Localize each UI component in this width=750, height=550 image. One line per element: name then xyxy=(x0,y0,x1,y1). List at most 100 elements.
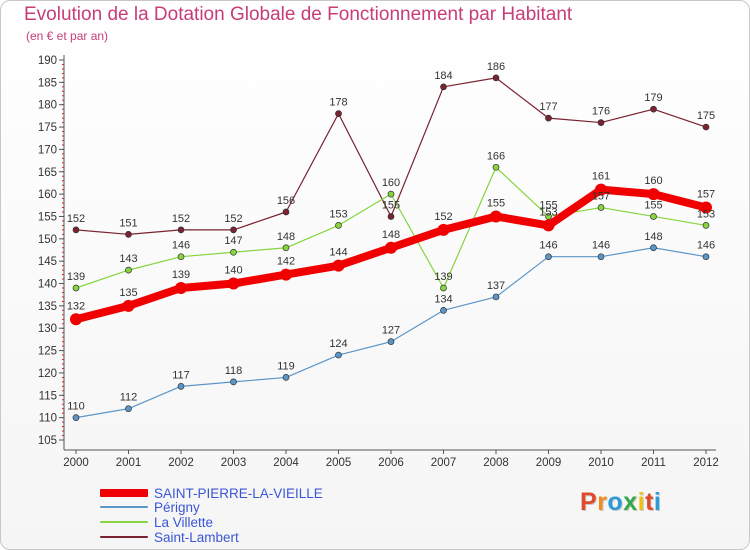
y-tick-label: 135 xyxy=(38,301,57,313)
data-label: 137 xyxy=(487,280,505,292)
x-tick-label: 2005 xyxy=(326,457,352,469)
x-tick-label: 2002 xyxy=(168,457,194,469)
legend-item-saint-pierre-la-vieille[interactable]: SAINT-PIERRE-LA-VIEILLE xyxy=(100,485,400,501)
logo-letter: i xyxy=(637,488,646,516)
y-tick-label: 160 xyxy=(38,189,57,201)
data-label: 153 xyxy=(329,208,347,220)
data-label: 124 xyxy=(329,338,347,350)
chart-subtitle: (en € et par an) xyxy=(26,29,109,43)
y-tick-label: 105 xyxy=(38,435,57,447)
series-perigny xyxy=(72,244,710,421)
legend-label: Saint-Lambert xyxy=(154,529,239,545)
proxiti-logo: Proxiti xyxy=(580,488,661,517)
data-label: 112 xyxy=(120,392,138,404)
data-label: 153 xyxy=(697,208,715,220)
data-label: 119 xyxy=(277,360,295,372)
data-label: 146 xyxy=(539,240,557,252)
legend-item-la-villette[interactable]: La Villette xyxy=(100,514,400,530)
data-point xyxy=(650,244,657,252)
data-label: 134 xyxy=(434,293,452,305)
x-tick-label: 2009 xyxy=(536,457,562,469)
data-point xyxy=(335,351,342,359)
data-label: 155 xyxy=(487,197,505,209)
data-point xyxy=(125,405,132,413)
data-point xyxy=(650,105,657,113)
y-tick-label: 125 xyxy=(38,346,57,358)
data-label: 152 xyxy=(434,211,452,223)
y-tick-label: 155 xyxy=(38,211,57,223)
logo-letter: P xyxy=(580,488,598,516)
legend-swatch xyxy=(100,506,148,508)
data-label: 146 xyxy=(172,240,190,252)
data-label: 166 xyxy=(487,150,505,162)
data-point xyxy=(492,293,500,301)
data-point xyxy=(70,313,82,326)
data-point xyxy=(177,226,185,234)
data-label: 153 xyxy=(539,206,557,218)
data-label: 151 xyxy=(119,217,137,229)
data-label: 161 xyxy=(592,171,610,183)
y-tick-label: 180 xyxy=(38,100,57,112)
y-tick-label: 110 xyxy=(39,413,57,425)
data-label: 139 xyxy=(172,269,190,281)
data-label: 186 xyxy=(487,61,505,73)
legend-item-saint-lambert[interactable]: Saint-Lambert xyxy=(100,529,400,545)
data-label: 117 xyxy=(172,369,190,381)
y-tick-label: 175 xyxy=(38,122,57,134)
data-label: 160 xyxy=(382,177,400,189)
series-saint-lambert xyxy=(72,74,710,238)
legend-swatch xyxy=(100,536,148,538)
data-label: 148 xyxy=(382,229,400,241)
data-point xyxy=(387,338,395,345)
data-point xyxy=(282,244,290,252)
data-point xyxy=(125,266,132,274)
data-label: 148 xyxy=(277,231,295,243)
data-point xyxy=(227,277,240,290)
data-label: 118 xyxy=(225,365,243,377)
logo-letter: r xyxy=(597,488,608,516)
data-label: 140 xyxy=(224,265,242,277)
series-saint-pierre-la-vieille xyxy=(70,183,712,326)
chart-title: Evolution de la Dotation Globale de Fonc… xyxy=(24,4,573,25)
data-point xyxy=(597,204,605,211)
x-tick-label: 2000 xyxy=(63,457,89,469)
data-label: 132 xyxy=(67,300,85,312)
data-label: 144 xyxy=(329,247,347,259)
data-point xyxy=(72,226,80,234)
data-label: 142 xyxy=(277,256,295,268)
y-tick-label: 130 xyxy=(38,323,57,335)
data-point xyxy=(702,222,710,229)
data-label: 146 xyxy=(592,240,610,252)
data-point xyxy=(230,248,237,256)
data-point xyxy=(387,190,395,198)
x-tick-label: 2012 xyxy=(693,457,719,469)
legend-swatch xyxy=(100,521,148,523)
data-point xyxy=(177,383,185,390)
legend-item-perigny[interactable]: Périgny xyxy=(100,499,400,515)
data-point xyxy=(545,253,552,261)
data-point xyxy=(385,241,397,254)
data-label: 147 xyxy=(224,235,242,247)
data-point xyxy=(597,253,605,261)
data-label: 160 xyxy=(644,175,662,187)
data-label: 148 xyxy=(644,231,662,243)
data-point xyxy=(335,110,342,117)
data-point xyxy=(280,268,292,281)
x-tick-label: 2001 xyxy=(116,457,142,469)
data-label: 155 xyxy=(382,199,400,211)
data-point xyxy=(282,374,290,381)
data-point xyxy=(335,222,342,229)
data-label: 155 xyxy=(539,199,557,211)
legend-label: Périgny xyxy=(154,499,200,515)
data-label: 184 xyxy=(434,70,452,82)
y-tick-label: 150 xyxy=(38,234,57,246)
data-label: 155 xyxy=(644,199,662,211)
data-label: 110 xyxy=(67,401,85,413)
data-label: 177 xyxy=(539,101,557,113)
logo-letter: i xyxy=(653,488,662,516)
data-label: 152 xyxy=(172,213,190,225)
data-point xyxy=(440,83,447,91)
data-point xyxy=(542,219,555,232)
y-tick-label: 190 xyxy=(38,55,57,67)
logo-letter: o xyxy=(607,488,624,516)
